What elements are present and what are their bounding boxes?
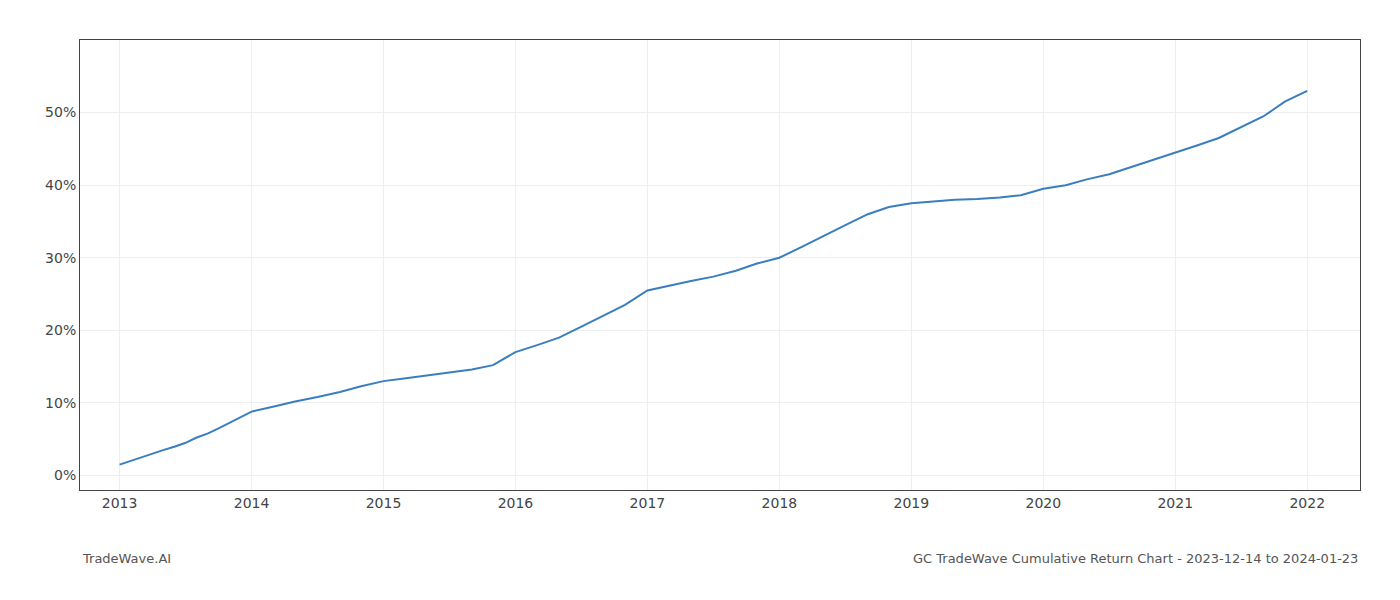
svg-text:20%: 20%: [45, 322, 76, 338]
svg-text:0%: 0%: [54, 467, 76, 483]
svg-text:2014: 2014: [234, 495, 270, 511]
svg-text:GC TradeWave Cumulative Return: GC TradeWave Cumulative Return Chart - 2…: [913, 551, 1358, 566]
svg-text:2015: 2015: [366, 495, 402, 511]
svg-text:TradeWave.AI: TradeWave.AI: [82, 551, 171, 566]
svg-text:40%: 40%: [45, 177, 76, 193]
svg-text:2022: 2022: [1289, 495, 1325, 511]
svg-text:2018: 2018: [762, 495, 798, 511]
svg-text:30%: 30%: [45, 250, 76, 266]
svg-text:10%: 10%: [45, 395, 76, 411]
svg-text:50%: 50%: [45, 104, 76, 120]
svg-text:2020: 2020: [1025, 495, 1061, 511]
svg-text:2013: 2013: [102, 495, 138, 511]
svg-text:2017: 2017: [630, 495, 666, 511]
svg-text:2021: 2021: [1157, 495, 1193, 511]
svg-text:2019: 2019: [894, 495, 930, 511]
svg-text:2016: 2016: [498, 495, 534, 511]
